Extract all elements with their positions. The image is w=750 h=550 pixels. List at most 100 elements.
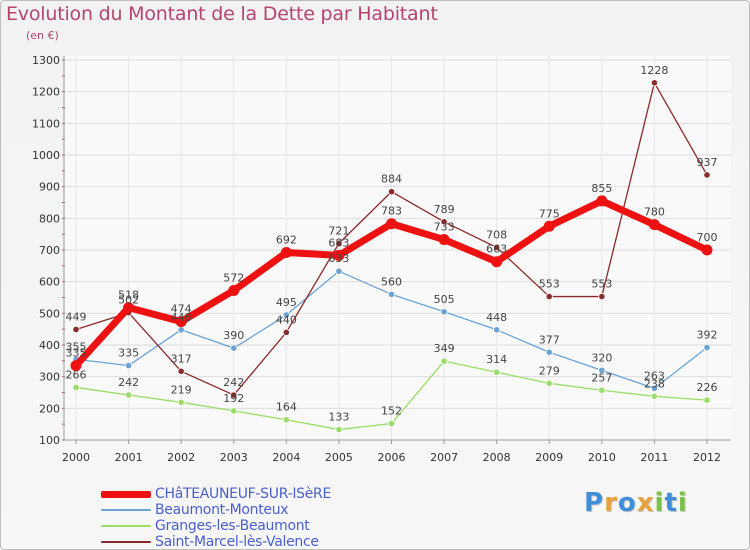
data-point <box>545 379 553 387</box>
legend-swatch <box>101 509 151 511</box>
data-label: 502 <box>118 294 139 307</box>
data-point <box>493 243 501 252</box>
data-label: 317 <box>171 352 192 365</box>
data-label: 780 <box>644 206 665 219</box>
data-label: 884 <box>381 173 402 186</box>
chart-subtitle: (en €) <box>26 29 59 42</box>
y-tick-label: 700 <box>39 244 60 257</box>
data-label: 553 <box>539 278 560 291</box>
x-tick-label: 2012 <box>693 451 721 464</box>
legend-label: Saint-Marcel-lès-Valence <box>155 534 319 550</box>
data-point <box>177 398 185 406</box>
data-label: 390 <box>223 329 244 342</box>
data-label: 553 <box>591 278 612 291</box>
y-tick-label: 100 <box>39 434 60 447</box>
data-point <box>335 239 343 247</box>
x-tick-label: 2003 <box>220 451 248 464</box>
data-label: 242 <box>223 376 244 389</box>
data-point <box>335 267 343 275</box>
data-point <box>333 249 345 261</box>
data-label: 1228 <box>640 64 668 77</box>
data-point <box>175 316 187 328</box>
data-label: 789 <box>434 203 455 216</box>
data-point <box>701 244 713 256</box>
logo-letter: i <box>677 488 688 518</box>
data-label: 320 <box>591 351 612 364</box>
data-label-layer: 355 3354483904956335605054483773202633922… <box>66 64 718 424</box>
data-point <box>650 392 659 400</box>
grid-layer <box>64 56 731 441</box>
data-point <box>177 326 185 334</box>
data-point <box>598 386 606 394</box>
series-layer <box>70 79 713 434</box>
data-point <box>387 290 396 298</box>
axis-layer: 100 200 300 400 500 600 700 800 900 1000 1100 1200 1… <box>32 54 731 464</box>
data-point <box>230 407 238 415</box>
data-point <box>545 348 553 356</box>
legend-label: Beaumont-Monteux <box>155 502 289 518</box>
chart-title: Evolution du Montant de la Dette par Hab… <box>6 3 438 25</box>
data-label: 242 <box>118 376 139 389</box>
data-point <box>650 384 659 392</box>
y-tick-label: 800 <box>39 212 60 225</box>
data-label: 505 <box>434 293 455 306</box>
data-label: 355 <box>66 340 87 353</box>
data-point <box>177 367 185 375</box>
data-point <box>493 326 501 334</box>
data-point <box>596 195 608 207</box>
x-tick-label: 2008 <box>483 451 511 464</box>
data-label: 495 <box>276 296 297 309</box>
data-point <box>650 79 659 87</box>
legend-swatch <box>101 525 151 527</box>
y-tick-label: 600 <box>39 276 60 289</box>
data-label: 700 <box>697 231 718 244</box>
data-label: 335 <box>118 347 139 360</box>
data-point <box>72 325 80 334</box>
data-point <box>228 285 240 297</box>
data-label: 266 <box>66 368 87 381</box>
data-point <box>648 219 660 231</box>
y-tick-label: 1000 <box>32 149 60 162</box>
x-tick-label: 2006 <box>378 451 406 464</box>
data-point <box>440 218 448 226</box>
legend-label: CHâTEAUNEUF-SUR-ISèRE <box>155 486 332 502</box>
x-tick-label: 2010 <box>588 451 616 464</box>
data-point <box>124 391 133 399</box>
data-label: 855 <box>591 182 612 195</box>
data-label: 663 <box>486 243 507 256</box>
data-label: 192 <box>223 392 244 405</box>
data-point <box>387 188 396 196</box>
data-label: 238 <box>644 377 665 390</box>
data-label: 692 <box>276 234 297 247</box>
data-label: 226 <box>697 381 718 394</box>
data-label: 152 <box>381 405 402 418</box>
data-label: 775 <box>539 207 560 220</box>
data-point <box>598 292 606 301</box>
data-point <box>440 357 448 365</box>
x-tick-label: 2005 <box>325 451 353 464</box>
data-point <box>124 361 133 370</box>
data-label: 263 <box>644 369 665 382</box>
legend-swatch <box>101 541 151 543</box>
legend-swatch <box>101 490 151 498</box>
data-label: 633 <box>328 252 349 265</box>
data-point <box>335 425 343 434</box>
data-label: 937 <box>697 156 718 169</box>
data-label: 448 <box>486 311 507 324</box>
y-tick-label: 1100 <box>32 117 60 130</box>
data-label: 448 <box>171 311 192 324</box>
data-point <box>440 308 448 316</box>
data-point <box>230 344 238 352</box>
x-tick-label: 2000 <box>62 451 90 464</box>
data-point <box>493 368 501 376</box>
y-tick-label: 900 <box>39 181 60 194</box>
data-point <box>438 234 450 246</box>
data-point <box>72 383 80 392</box>
x-tick-label: 2009 <box>535 451 563 464</box>
data-point <box>282 328 290 336</box>
data-point <box>123 302 135 314</box>
data-label: 440 <box>276 313 297 326</box>
y-tick-label: 500 <box>39 307 60 320</box>
